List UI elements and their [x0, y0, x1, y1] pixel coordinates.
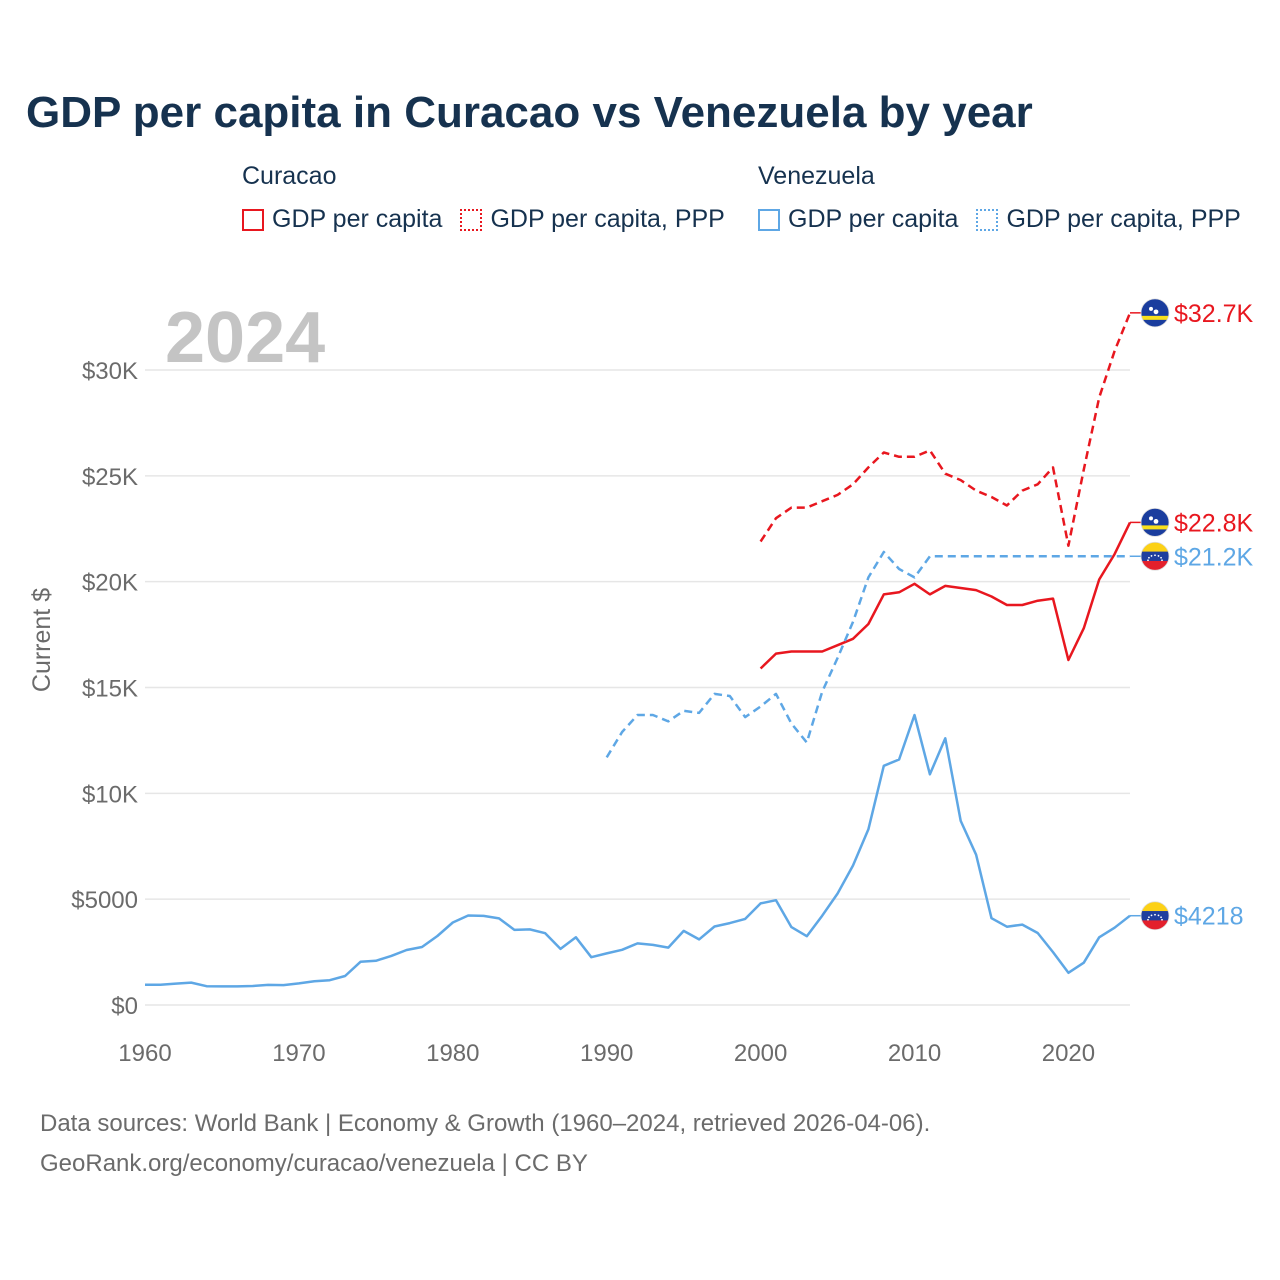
x-tick-label: 2000 — [734, 1040, 787, 1067]
x-tick-label: 1990 — [580, 1040, 633, 1067]
x-tick-label: 1960 — [118, 1040, 171, 1067]
legend-item-label: GDP per capita, PPP — [490, 205, 725, 233]
y-tick-label: $30K — [82, 358, 138, 385]
curacao-flag-icon — [1140, 508, 1170, 537]
y-tick-label: $0 — [111, 993, 138, 1020]
legend-item-curacao-gdp[interactable]: GDP per capita — [242, 205, 442, 234]
legend-group-curacao: Curacao GDP per capita GDP per capita, P… — [242, 162, 725, 234]
legend-swatch-dotted — [976, 208, 999, 231]
legend-item-venezuela-gdp-ppp[interactable]: GDP per capita, PPP — [976, 205, 1241, 234]
legend-item-label: GDP per capita, PPP — [1006, 205, 1241, 233]
y-tick-label: $15K — [82, 676, 138, 703]
y-tick-label: $5000 — [71, 887, 138, 914]
series-line[interactable] — [605, 550, 1130, 759]
legend-item-venezuela-gdp[interactable]: GDP per capita — [758, 205, 958, 234]
series-line[interactable] — [759, 521, 1132, 670]
series-line[interactable] — [145, 713, 1131, 988]
legend-swatch-dotted — [460, 208, 483, 231]
chart-title: GDP per capita in Curacao vs Venezuela b… — [26, 88, 1033, 137]
x-tick-label: 2020 — [1042, 1040, 1095, 1067]
legend-item-label: GDP per capita — [788, 205, 959, 233]
series-line[interactable] — [759, 312, 1132, 547]
legend-swatch-solid — [242, 208, 264, 231]
series-end-label: $21.2K — [1174, 543, 1254, 571]
curacao-flag-icon — [1140, 298, 1170, 328]
footer-attribution: GeoRank.org/economy/curacao/venezuela | … — [40, 1150, 588, 1177]
y-tick-label: $20K — [82, 570, 138, 597]
legend-country-label: Curacao — [242, 162, 337, 190]
x-tick-label: 1970 — [272, 1040, 325, 1067]
legend-swatch-solid — [758, 208, 780, 231]
legend-group-venezuela: Venezuela GDP per capita GDP per capita,… — [758, 162, 1241, 234]
y-tick-label: $10K — [82, 781, 138, 808]
y-axis-label: Current $ — [28, 588, 56, 692]
venezuela-flag-icon — [1140, 901, 1170, 931]
x-tick-label: 1980 — [426, 1040, 479, 1067]
footer: Data sources: World Bank | Economy & Gro… — [40, 1104, 930, 1184]
legend-item-curacao-gdp-ppp[interactable]: GDP per capita, PPP — [460, 205, 725, 234]
year-watermark: 2024 — [165, 298, 325, 378]
venezuela-flag-icon — [1140, 541, 1170, 571]
line-chart: 2024 $0 $5000 $10K $15K $20K $25K $30K 1960 1970… — [28, 298, 1254, 1067]
series-end-label: $22.8K — [1174, 509, 1254, 537]
legend-item-label: GDP per capita — [272, 205, 443, 233]
y-tick-label: $25K — [82, 464, 138, 491]
series-end-label: $32.7K — [1174, 300, 1254, 328]
legend-country-label: Venezuela — [758, 162, 875, 190]
footer-sources: Data sources: World Bank | Economy & Gro… — [40, 1110, 931, 1137]
x-tick-label: 2010 — [888, 1040, 941, 1067]
series-end-label: $4218 — [1174, 903, 1244, 931]
